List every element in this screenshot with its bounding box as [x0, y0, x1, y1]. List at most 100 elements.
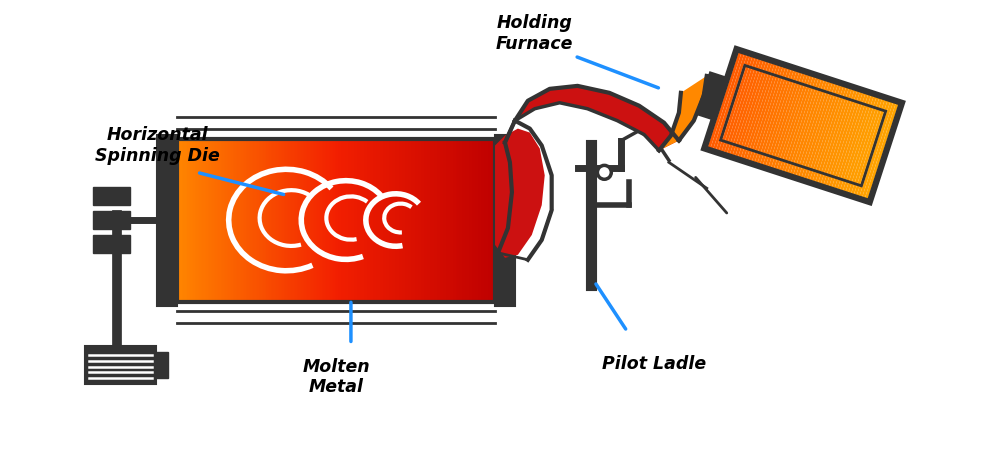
Bar	[463, 139, 468, 302]
Text: Horizontal
Spinning Die: Horizontal Spinning Die	[95, 126, 220, 165]
Polygon shape	[707, 50, 742, 150]
Polygon shape	[867, 102, 902, 202]
Polygon shape	[748, 63, 783, 164]
Bar	[482, 139, 487, 302]
Bar	[209, 139, 214, 302]
Polygon shape	[861, 100, 896, 200]
Bar	[333, 139, 338, 302]
Polygon shape	[784, 75, 819, 175]
Polygon shape	[765, 69, 800, 169]
Bar	[466, 139, 472, 302]
Bar	[93, 235, 130, 253]
Bar	[431, 139, 437, 302]
Bar	[234, 139, 239, 302]
Polygon shape	[781, 74, 816, 174]
Bar	[441, 139, 446, 302]
Bar	[384, 139, 389, 302]
Bar	[381, 139, 386, 302]
Bar	[374, 139, 379, 302]
Bar	[393, 139, 398, 302]
Bar	[212, 139, 217, 302]
Bar	[250, 139, 255, 302]
Polygon shape	[806, 82, 841, 182]
Bar	[368, 139, 373, 302]
Bar	[157, 135, 177, 306]
Bar	[269, 139, 274, 302]
Bar	[470, 139, 475, 302]
Bar	[282, 139, 287, 302]
Polygon shape	[770, 71, 805, 171]
Polygon shape	[793, 78, 828, 178]
Bar	[326, 139, 332, 302]
Bar	[218, 139, 224, 302]
Polygon shape	[798, 80, 833, 180]
Circle shape	[597, 165, 611, 179]
Polygon shape	[804, 81, 839, 181]
Text: Pilot Ladle: Pilot Ladle	[602, 355, 706, 373]
Bar	[314, 139, 319, 302]
Polygon shape	[779, 73, 814, 173]
Bar	[228, 139, 233, 302]
Polygon shape	[746, 63, 781, 163]
Polygon shape	[495, 129, 545, 258]
Polygon shape	[759, 67, 794, 167]
Bar	[406, 139, 411, 302]
Polygon shape	[831, 90, 866, 190]
Bar	[215, 139, 220, 302]
Bar	[247, 139, 252, 302]
Bar	[409, 139, 414, 302]
Bar	[428, 139, 433, 302]
Bar	[330, 139, 335, 302]
Bar	[180, 139, 185, 302]
Bar	[403, 139, 408, 302]
Polygon shape	[697, 72, 727, 120]
Bar	[93, 187, 130, 205]
Polygon shape	[776, 72, 811, 172]
Bar	[323, 139, 328, 302]
Polygon shape	[704, 49, 739, 149]
Bar	[231, 139, 236, 302]
Bar	[307, 139, 313, 302]
Bar	[177, 139, 495, 302]
Polygon shape	[715, 53, 750, 153]
Polygon shape	[801, 81, 836, 180]
Bar	[276, 139, 281, 302]
Polygon shape	[853, 98, 888, 198]
Bar	[412, 139, 418, 302]
Bar	[495, 135, 515, 306]
Bar	[311, 139, 316, 302]
Bar	[202, 139, 208, 302]
Bar	[285, 139, 290, 302]
Bar	[416, 139, 421, 302]
Polygon shape	[735, 59, 770, 159]
Bar	[288, 139, 293, 302]
Polygon shape	[856, 99, 891, 198]
Bar	[447, 139, 452, 302]
Bar	[85, 346, 156, 384]
Polygon shape	[718, 54, 753, 154]
Bar	[454, 139, 459, 302]
Polygon shape	[817, 86, 852, 186]
Bar	[237, 139, 243, 302]
Bar	[390, 139, 395, 302]
Polygon shape	[757, 66, 792, 166]
Polygon shape	[710, 51, 745, 151]
Bar	[451, 139, 456, 302]
Polygon shape	[726, 56, 761, 157]
Bar	[425, 139, 430, 302]
Polygon shape	[864, 101, 899, 201]
Bar	[473, 139, 478, 302]
Bar	[225, 139, 230, 302]
Polygon shape	[850, 97, 885, 197]
Bar	[422, 139, 427, 302]
Bar	[260, 139, 265, 302]
Polygon shape	[795, 79, 830, 179]
Bar	[156, 352, 168, 378]
Bar	[190, 139, 195, 302]
Bar	[444, 139, 449, 302]
Polygon shape	[828, 90, 863, 189]
Polygon shape	[768, 70, 803, 170]
Bar	[339, 139, 344, 302]
Polygon shape	[762, 68, 797, 168]
Bar	[435, 139, 440, 302]
